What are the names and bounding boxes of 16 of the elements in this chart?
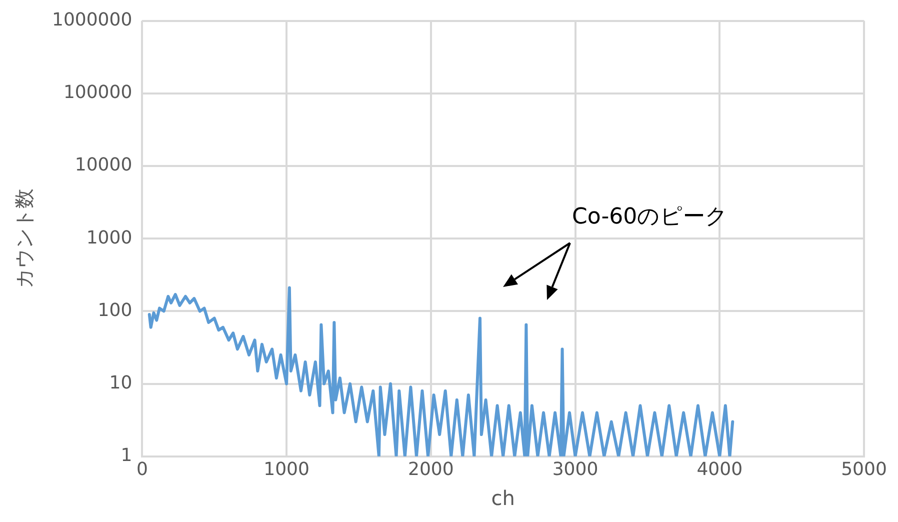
y-axis-title: カウント数 bbox=[12, 188, 36, 289]
y-tick-label: 1000 bbox=[86, 227, 132, 248]
x-tick-label: 5000 bbox=[841, 458, 887, 480]
y-tick-label: 1000000 bbox=[52, 9, 132, 30]
x-tick-label: 1000 bbox=[264, 458, 310, 480]
y-tick-label: 10 bbox=[109, 372, 132, 394]
x-tick-label: 2000 bbox=[408, 458, 454, 480]
x-axis-title: ch bbox=[491, 486, 515, 510]
y-tick-label: 100000 bbox=[63, 82, 132, 104]
y-tick-label: 100 bbox=[98, 300, 132, 321]
y-tick-label: 10000 bbox=[74, 154, 132, 176]
x-tick-label: 4000 bbox=[696, 458, 743, 480]
annotation: Co-60のピーク bbox=[572, 204, 728, 230]
x-tick-label: 0 bbox=[136, 458, 148, 480]
x-tick-label: 3000 bbox=[552, 458, 598, 480]
y-tick-label: 1 bbox=[120, 445, 132, 466]
